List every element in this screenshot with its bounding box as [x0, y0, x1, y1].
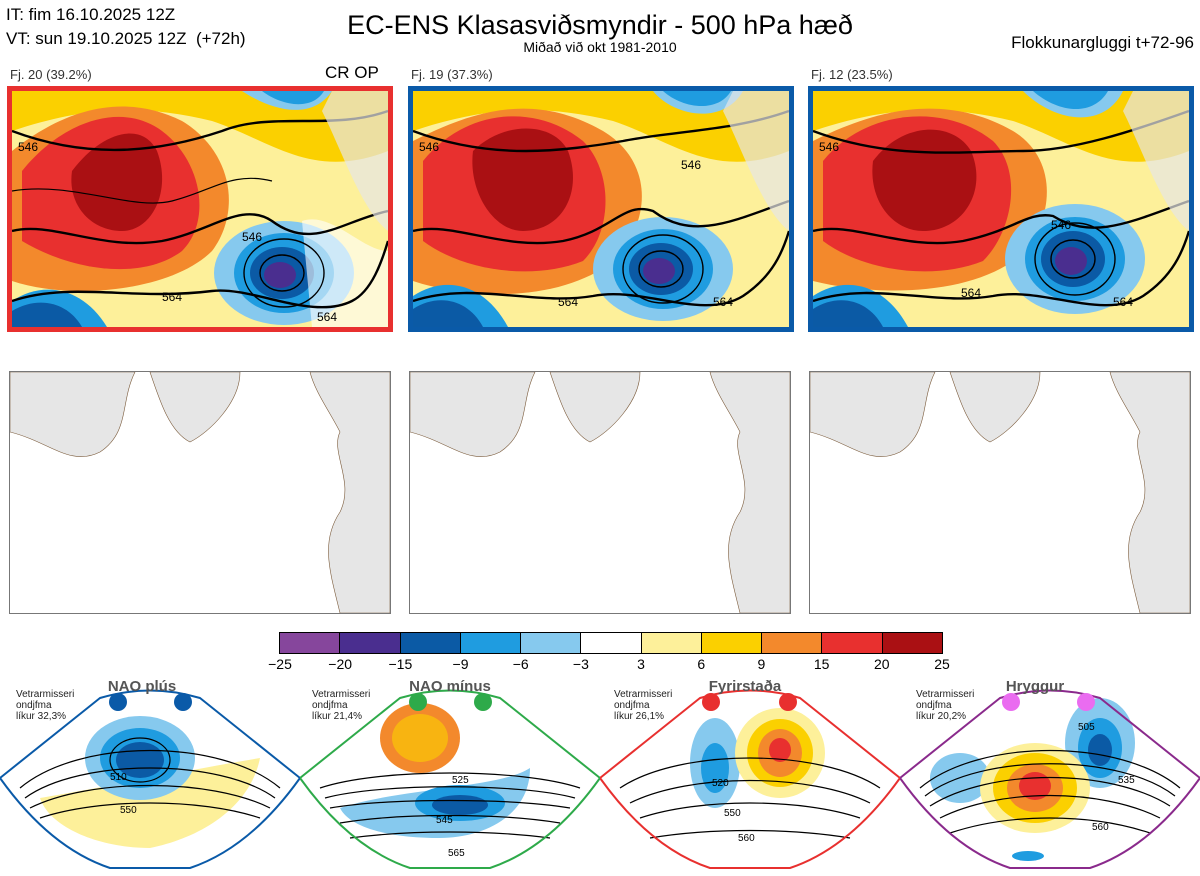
colorbar-tick-label: −3	[572, 656, 589, 672]
regime-nao-minus-title: NAO mínus	[409, 678, 491, 695]
contour-label: 550	[724, 808, 741, 819]
contour-label: 546	[419, 140, 439, 154]
regime-nao-plus-note: Vetrarmisseri ondjfma líkur 32,3%	[16, 689, 75, 722]
regime-nao-minus-map: 525 545 565	[298, 689, 602, 869]
colorbar-swatch	[520, 633, 581, 653]
regime-marker	[702, 693, 720, 711]
cluster-2-map[interactable]: 546 546 564 564	[408, 86, 794, 332]
colorbar-tick-label: −9	[452, 656, 469, 672]
colorbar-tick-label: 3	[637, 656, 645, 672]
regime-ridge-note: Vetrarmisseri ondjfma líkur 20,2%	[916, 689, 975, 722]
cluster-1-tag: CR OP	[325, 63, 379, 82]
contour-label: 545	[436, 815, 453, 826]
valid-time: VT: sun 19.10.2025 12Z (+72h)	[6, 29, 246, 48]
contour-label: 546	[1051, 218, 1071, 232]
colorbar-swatch	[580, 633, 641, 653]
contour-label: 564	[558, 295, 578, 309]
regime-nao-plus-map: 510 550	[0, 689, 302, 869]
colorbar-tick-label: 25	[934, 656, 950, 672]
contour-label: 560	[1092, 822, 1109, 833]
contour-label: 550	[120, 805, 137, 816]
colorbar-tick-label: −25	[268, 656, 292, 672]
contour-label: 564	[162, 290, 182, 304]
contour-label: 564	[961, 286, 981, 300]
colorbar-tick-label: −20	[328, 656, 353, 672]
contour-label: 510	[110, 772, 127, 783]
regime-blocking-note: Vetrarmisseri ondjfma líkur 26,1%	[614, 689, 673, 722]
colorbar-swatch	[280, 633, 340, 653]
regime-nao-plus-title: NAO plús	[107, 678, 177, 695]
colorbar-swatch	[821, 633, 882, 653]
regime-marker	[409, 693, 427, 711]
cluster-3-secondary-map	[809, 371, 1191, 614]
cluster-1-secondary-map	[9, 371, 391, 614]
regime-marker	[1002, 693, 1020, 711]
contour-label: 505	[1078, 722, 1095, 733]
land-outline	[10, 372, 390, 613]
colorbar-swatch	[761, 633, 822, 653]
contour-label: 564	[713, 295, 733, 309]
regime-nao-minus-note: Vetrarmisseri ondjfma líkur 21,4%	[312, 689, 371, 722]
contour-label: 546	[819, 140, 839, 154]
land-outline	[810, 372, 1190, 613]
contour-label: 520	[712, 778, 729, 789]
cluster-3-label: Fj. 12 (23.5%)	[811, 67, 893, 82]
colorbar-tick-label: −6	[512, 656, 529, 672]
contour-label: 535	[1118, 775, 1135, 786]
page-subtitle: Miðað við okt 1981-2010	[523, 39, 677, 55]
page-title: EC-ENS Klasasviðsmyndir - 500 hPa hæð	[347, 10, 853, 40]
colorbar-tick-label: 15	[813, 656, 830, 672]
cluster-3-anomaly-field: 546 546 564 564	[813, 91, 1189, 327]
cluster-1-label: Fj. 20 (39.2%)	[10, 67, 92, 82]
contour-label: 564	[317, 310, 337, 324]
contour-label: 546	[18, 140, 38, 154]
regime-blocking-map: 520 550 560	[598, 689, 902, 869]
initial-time: IT: fim 16.10.2025 12Z	[6, 5, 176, 24]
contour-label: 546	[681, 158, 701, 172]
regime-marker	[1077, 693, 1095, 711]
colorbar-tick-label: 9	[757, 656, 766, 672]
cluster-1-map[interactable]: 546 546 564 564	[7, 86, 393, 332]
cluster-2-label: Fj. 19 (37.3%)	[411, 67, 493, 82]
land-outline	[410, 372, 790, 613]
cluster-2-secondary-map	[409, 371, 791, 614]
regime-blocking-title: Fyrirstaða	[708, 678, 782, 695]
regime-marker	[174, 693, 192, 711]
regime-nao-plus: 510 550	[0, 678, 302, 871]
regime-marker	[109, 693, 127, 711]
colorbar-swatch	[640, 633, 701, 653]
cluster-2-anomaly-field: 546 546 564 564	[413, 91, 789, 327]
cluster-3-map[interactable]: 546 546 564 564	[808, 86, 1194, 332]
regime-ridge-title: Hryggur	[1005, 678, 1065, 695]
regime-marker	[779, 693, 797, 711]
regime-marker	[474, 693, 492, 711]
cluster-1-anomaly-field: 546 546 564 564	[12, 91, 388, 327]
colorbar-tick-label: 6	[697, 656, 706, 672]
regime-nao-minus: 525 545 565	[298, 678, 602, 871]
colorbar-tick-label: 20	[874, 656, 890, 672]
classification-window: Flokkunargluggi t+72-96	[1011, 33, 1194, 52]
contour-label: 564	[1113, 295, 1133, 309]
contour-label: 560	[738, 833, 755, 844]
contour-label: 546	[242, 230, 262, 244]
colorbar-swatch	[700, 633, 762, 653]
colorbar-swatch	[459, 633, 521, 653]
colorbar-swatch	[881, 633, 942, 653]
regime-ridge-map: 505 535 560	[898, 689, 1200, 869]
contour-label: 565	[448, 848, 465, 859]
regime-ridge: 505 535 560	[898, 678, 1200, 871]
colorbar-tick-label: −15	[388, 656, 413, 672]
contour-label: 525	[452, 775, 469, 786]
regime-blocking: 520 550 560	[598, 678, 902, 871]
colorbar-swatch	[399, 633, 460, 653]
anomaly-colorbar	[279, 632, 943, 654]
colorbar-swatch	[339, 633, 400, 653]
